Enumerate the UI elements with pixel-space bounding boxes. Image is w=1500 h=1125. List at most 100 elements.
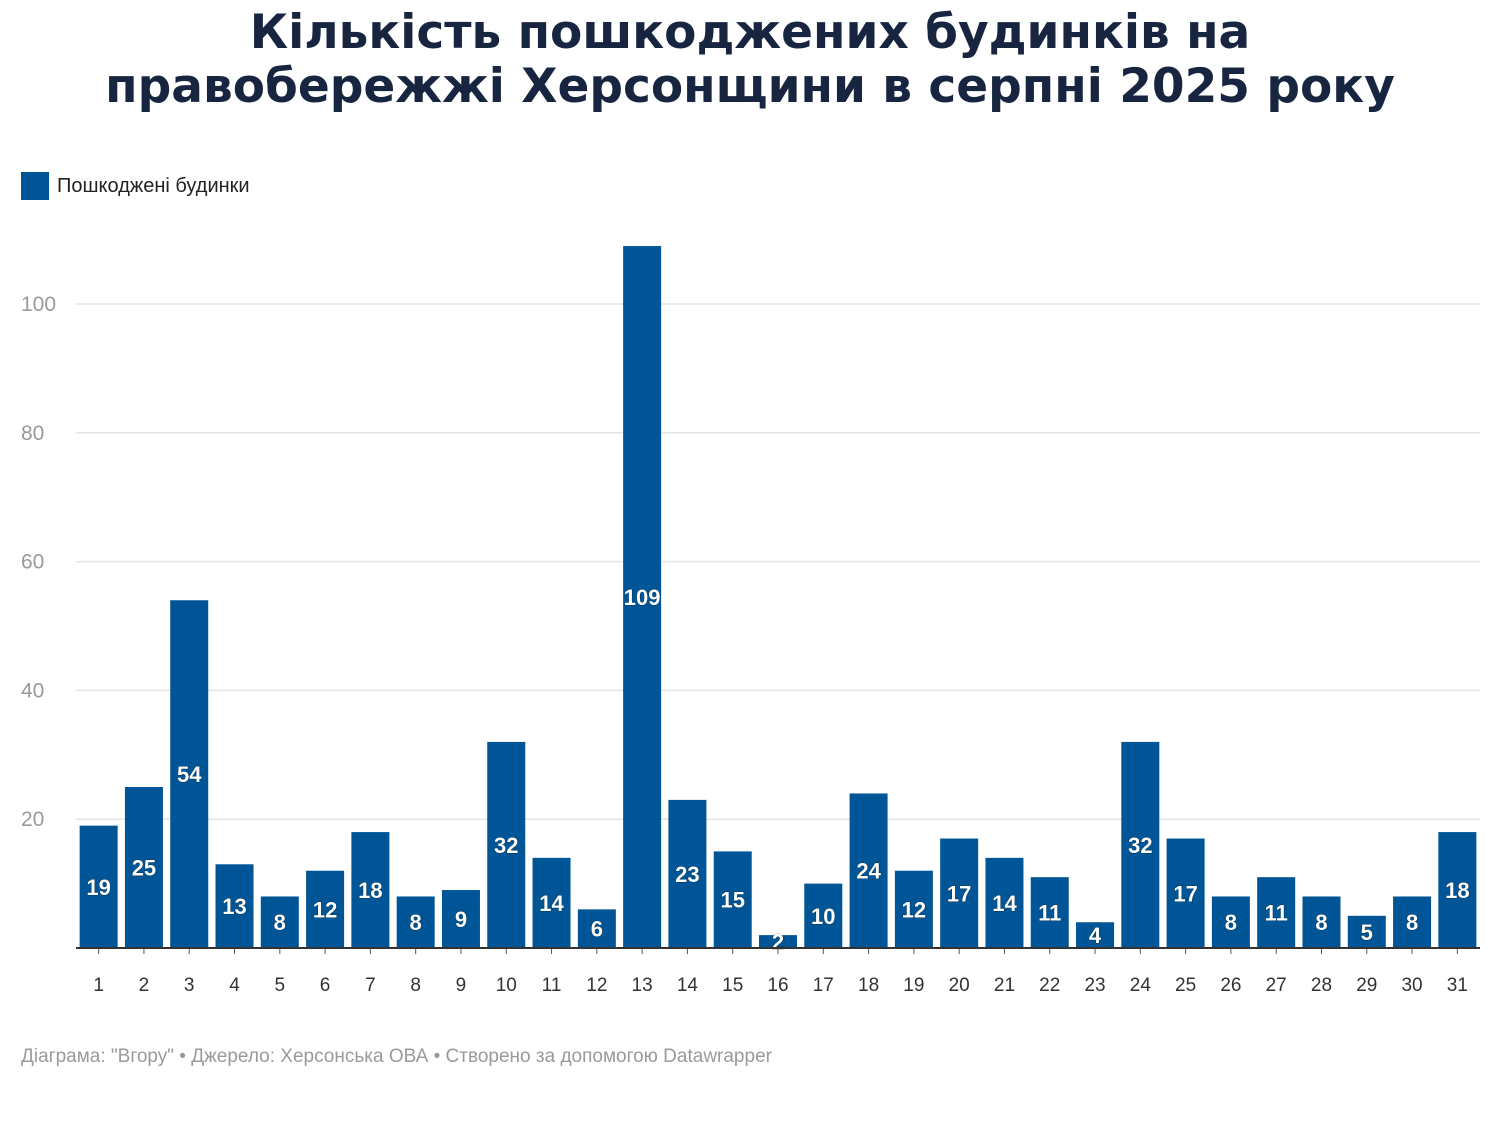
x-tick-label: 20: [949, 975, 970, 996]
bar: [1347, 915, 1386, 948]
chart-footer: Діаграма: "Вгору" • Джерело: Херсонська …: [21, 1046, 772, 1067]
x-tick-label: 12: [586, 975, 607, 996]
data-label: 6: [591, 917, 603, 942]
data-label: 18: [1445, 878, 1469, 903]
bar: [260, 896, 299, 948]
bar: [532, 857, 571, 948]
bar: [1076, 922, 1115, 948]
x-tick-label: 31: [1447, 975, 1468, 996]
x-tick-label: 8: [410, 975, 421, 996]
x-tick-label: 4: [229, 975, 240, 996]
data-label: 13: [222, 894, 246, 919]
x-tick-label: 10: [496, 975, 517, 996]
x-tick-label: 3: [184, 975, 195, 996]
data-label: 24: [856, 859, 881, 884]
data-label: 8: [1225, 910, 1237, 935]
bar: [441, 890, 480, 948]
bar: [1121, 741, 1160, 948]
bar: [215, 864, 254, 948]
data-label: 11: [1265, 901, 1288, 926]
data-label: 10: [811, 904, 835, 929]
x-tick-label: 26: [1220, 975, 1241, 996]
y-tick-label: 80: [21, 422, 44, 445]
bar: [713, 851, 752, 948]
bar: [577, 909, 616, 948]
bar: [1030, 877, 1069, 948]
bar: [940, 838, 979, 948]
chart-title-line-1: Кількість пошкоджених будинків на: [249, 5, 1251, 60]
x-tick-label: 11: [542, 975, 562, 996]
legend-swatch: [21, 172, 49, 200]
bar: [1438, 832, 1477, 948]
bar: [1211, 896, 1250, 948]
bar: [79, 825, 118, 948]
data-label: 32: [1128, 833, 1152, 858]
x-tick-label: 7: [365, 975, 376, 996]
y-tick-label: 100: [21, 293, 56, 316]
bar: [1166, 838, 1205, 948]
x-tick-label: 6: [320, 975, 331, 996]
chart-title: Кількість пошкоджених будинків на правоб…: [0, 6, 1500, 114]
data-label: 14: [539, 891, 564, 916]
y-tick-label: 20: [21, 808, 44, 831]
bar: [124, 787, 163, 948]
data-label: 23: [675, 862, 699, 887]
x-tick-label: 9: [456, 975, 467, 996]
x-tick-label: 27: [1266, 975, 1287, 996]
data-label: 12: [902, 897, 926, 922]
data-label: 8: [1406, 910, 1418, 935]
bar: [170, 600, 209, 948]
x-tick-label: 28: [1311, 975, 1332, 996]
x-tick-label: 14: [677, 975, 699, 996]
legend-label: Пошкоджені будинки: [57, 174, 250, 197]
bar: [804, 883, 843, 948]
data-label: 17: [947, 881, 971, 906]
bar: [1393, 896, 1432, 948]
bar: [894, 870, 933, 948]
x-tick-label: 22: [1039, 975, 1060, 996]
bar: [849, 793, 888, 948]
data-label: 9: [455, 907, 467, 932]
bar: [396, 896, 435, 948]
data-label: 4: [1089, 923, 1102, 948]
x-tick-label: 16: [767, 975, 788, 996]
data-label: 25: [132, 856, 156, 881]
data-label: 8: [410, 910, 422, 935]
data-label: 11: [1038, 901, 1061, 926]
x-tick-label: 19: [903, 975, 924, 996]
x-tick-label: 30: [1401, 975, 1422, 996]
x-tick-label: 17: [813, 975, 834, 996]
data-label: 5: [1361, 920, 1373, 945]
x-tick-label: 23: [1084, 975, 1105, 996]
data-label: 15: [720, 888, 744, 913]
bar: [1257, 877, 1296, 948]
bar: [351, 832, 390, 948]
x-tick-label: 2: [139, 975, 150, 996]
x-tick-label: 18: [858, 975, 879, 996]
x-tick-label: 1: [93, 975, 104, 996]
bar: [623, 246, 662, 949]
data-label: 19: [86, 875, 110, 900]
x-tick-label: 24: [1130, 975, 1152, 996]
data-label: 17: [1173, 881, 1197, 906]
bar: [306, 870, 345, 948]
data-label: 54: [177, 762, 202, 787]
data-label: 109: [624, 585, 661, 610]
x-tick-label: 25: [1175, 975, 1196, 996]
data-label: 8: [1315, 910, 1327, 935]
bar: [985, 857, 1024, 948]
data-label: 8: [274, 910, 286, 935]
bar: [1302, 896, 1341, 948]
x-tick-label: 15: [722, 975, 743, 996]
bar: [487, 741, 526, 948]
x-tick-label: 13: [632, 975, 653, 996]
data-label: 12: [313, 897, 337, 922]
y-tick-label: 40: [21, 679, 44, 702]
bar: [668, 799, 707, 948]
y-tick-label: 60: [21, 551, 44, 574]
x-tick-label: 21: [994, 975, 1015, 996]
x-tick-label: 5: [275, 975, 286, 996]
legend: Пошкоджені будинки: [21, 172, 250, 200]
data-label: 14: [992, 891, 1017, 916]
